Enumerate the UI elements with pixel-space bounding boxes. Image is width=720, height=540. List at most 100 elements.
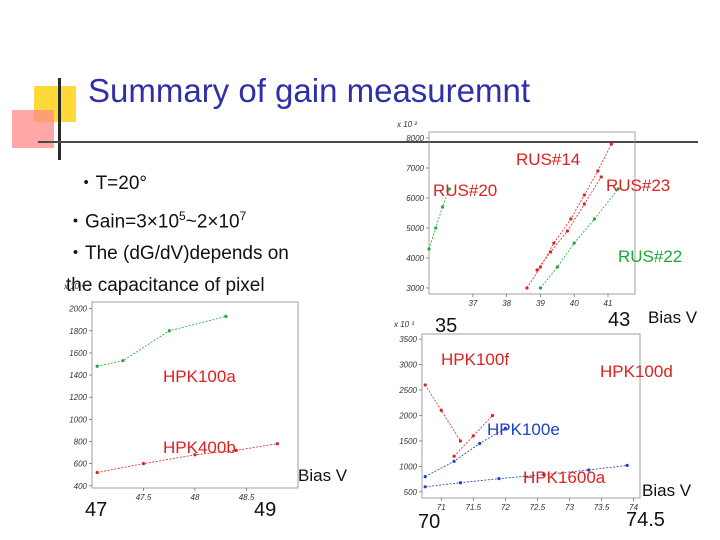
data-point [525, 286, 529, 290]
bullet-capacitance-line2: the capacitance of pixel [66, 275, 265, 297]
x-tick-label: 72 [501, 503, 510, 512]
axis-multiplier: x 10 ² [396, 120, 417, 129]
y-tick-label: 1600 [69, 349, 87, 358]
x-tick-label: 72.5 [530, 503, 546, 512]
y-tick-label: 400 [74, 482, 88, 491]
bullet-temperature: ・T=20° [66, 168, 289, 200]
data-point [439, 408, 443, 412]
series-line-rus23 [536, 176, 602, 271]
data-point [224, 314, 228, 318]
chart-top-right: x 10 ² 8000 7000 6000 5000 4000 3000 37 38 39 40 41 [396, 120, 636, 308]
data-point [423, 485, 427, 489]
y-tick-label: 1000 [399, 462, 417, 471]
y-tick-label: 3500 [399, 335, 417, 344]
y-tick-label: 1000 [69, 415, 87, 424]
title-underline [38, 141, 698, 143]
data-point [565, 229, 570, 233]
y-tick-label: 3000 [406, 284, 424, 293]
left-chart-x-unit: Bias V [298, 466, 348, 485]
label-hpk400b: HPK400b [163, 438, 236, 457]
y-tick-label: 2000 [68, 305, 87, 314]
x-tick-label: 40 [570, 299, 579, 308]
x-tick-label: 74 [629, 503, 638, 512]
y-tick-label: 1400 [69, 371, 87, 380]
data-point [427, 247, 431, 251]
label-hpk100a: HPK100a [163, 367, 236, 386]
data-point [609, 142, 613, 146]
label-rus23: RUS#23 [606, 176, 671, 195]
y-tick-label: 1200 [69, 393, 87, 402]
series-line-hpk100e [425, 427, 506, 477]
x-tick-label: 47.5 [136, 493, 152, 502]
data-point [497, 477, 501, 481]
data-point [193, 453, 197, 457]
gain-exponent-2: 7 [239, 209, 247, 223]
y-tick-label: 2000 [398, 411, 417, 420]
data-point [95, 470, 99, 475]
data-point [234, 448, 238, 452]
y-tick-label: 600 [74, 460, 88, 469]
data-point [548, 250, 553, 254]
axis-multiplier: x 10 ⁴ [63, 282, 85, 291]
y-tick-label: 5000 [406, 224, 424, 233]
x-tick-label: 37 [468, 299, 477, 308]
label-rus14: RUS#14 [516, 150, 581, 169]
x-tick-label: 39 [536, 299, 545, 308]
left-chart-x-start: 47 [85, 499, 108, 521]
chart-left: x 10 ⁴ 2000 1800 1600 1400 1200 1000 800 600 400 4… [63, 282, 299, 502]
y-tick-label: 1800 [69, 327, 87, 336]
x-tick-label: 73 [565, 503, 574, 512]
y-tick-label: 500 [404, 488, 418, 497]
label-rus20: RUS#20 [433, 181, 498, 200]
data-point [555, 265, 559, 269]
data-point [616, 187, 620, 191]
bottom-chart-x-end: 74.5 [626, 509, 665, 531]
cap-text-1: ・The (d [66, 243, 140, 265]
bottom-chart-x-unit: Bias V [642, 481, 692, 500]
data-point [478, 441, 482, 446]
y-tick-label: 800 [74, 438, 88, 447]
data-point [458, 439, 463, 443]
axis-multiplier: x 10 ³ [393, 320, 414, 329]
data-point [592, 217, 597, 221]
data-point [141, 462, 146, 466]
data-point [275, 442, 279, 446]
data-point [552, 241, 556, 245]
data-point [596, 169, 600, 173]
label-rus22: RUS#22 [618, 247, 683, 266]
data-point [572, 241, 576, 245]
data-point [95, 364, 99, 368]
x-tick-label: 73.5 [594, 503, 610, 512]
gain-mid-text: ~2×10 [185, 211, 240, 233]
data-point [503, 426, 507, 430]
top-chart-x-unit: Bias V [648, 308, 698, 327]
chart-bottom-right: x 10 ³ 3500 3000 2500 2000 1500 1000 500 71 71.5 7… [393, 320, 641, 512]
label-hpk100d: HPK100d [600, 362, 673, 381]
y-tick-label: 4000 [406, 254, 424, 263]
cap-text-g: G [139, 243, 155, 265]
label-hpk100e: HPK100e [487, 420, 560, 439]
data-point [121, 359, 125, 363]
y-tick-label: 8000 [406, 134, 424, 143]
data-point [625, 463, 629, 468]
label-hpk100f: HPK100f [441, 350, 510, 369]
bullet-gain: ・Gain=3×105~2×107 [66, 200, 289, 238]
bullet-capacitance: ・The (dG/dV)depends on [66, 238, 289, 270]
data-point [587, 468, 591, 472]
data-point [582, 193, 586, 197]
series-line-rus20 [428, 188, 450, 250]
series-line-hpk100a [97, 316, 226, 367]
x-tick-label: 48 [191, 493, 200, 502]
y-tick-label: 2500 [398, 386, 417, 395]
series-line-hpk100f [424, 384, 461, 442]
y-tick-label: 7000 [406, 164, 424, 173]
plot-frame [428, 131, 636, 295]
data-point [458, 481, 463, 485]
top-chart-x-end: 43 [608, 309, 631, 331]
data-point [447, 187, 451, 191]
series-line-hpk1600a [425, 465, 628, 488]
top-chart-x-start: 35 [435, 315, 458, 337]
data-point [538, 286, 543, 290]
y-tick-label: 3000 [399, 361, 417, 370]
data-point [434, 226, 438, 230]
